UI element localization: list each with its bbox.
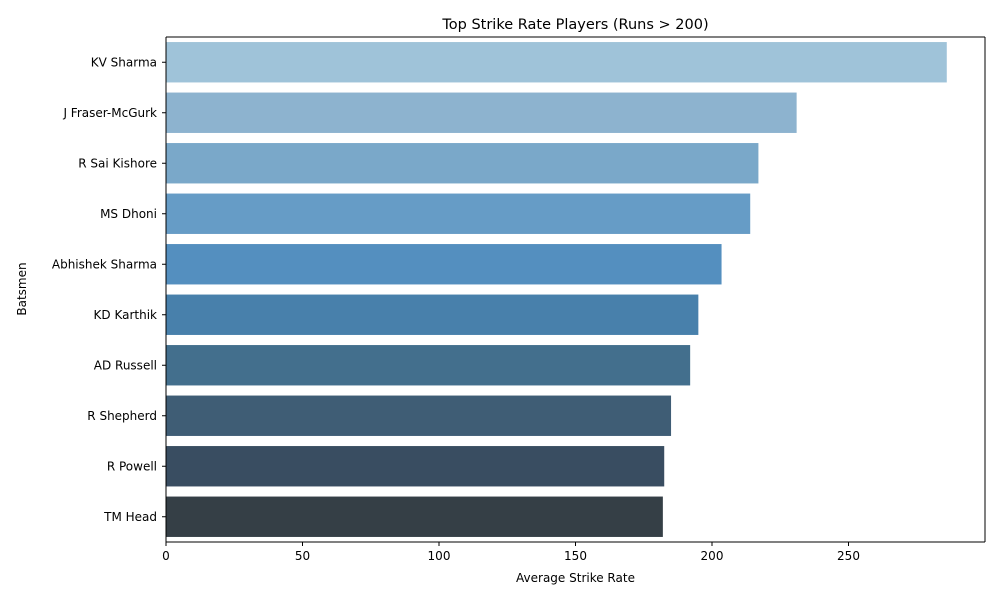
- x-tick-label: 250: [837, 549, 860, 563]
- x-tick-label: 100: [428, 549, 451, 563]
- y-axis-title: Batsmen: [15, 262, 29, 315]
- x-axis-title: Average Strike Rate: [516, 571, 635, 585]
- chart-title: Top Strike Rate Players (Runs > 200): [441, 17, 708, 33]
- y-tick-label: R Shepherd: [87, 409, 157, 423]
- y-tick-label: KD Karthik: [94, 308, 158, 322]
- y-tick-label: R Sai Kishore: [78, 156, 157, 170]
- y-tick-label: J Fraser-McGurk: [62, 106, 157, 120]
- y-tick-label: AD Russell: [94, 358, 157, 372]
- bar-r-powell: [166, 446, 665, 487]
- x-ticks: 0 50 100 150 200 250: [162, 542, 860, 563]
- bar-ad-russell: [166, 345, 691, 386]
- bar-j-fraser-mcgurk: [166, 92, 797, 133]
- bar-ms-dhoni: [166, 193, 751, 234]
- y-tick-label: Abhishek Sharma: [52, 257, 157, 271]
- y-tick-label: R Powell: [107, 459, 157, 473]
- bar-kd-karthik: [166, 294, 699, 335]
- x-tick-label: 150: [564, 549, 587, 563]
- bar-kv-sharma: [166, 42, 947, 83]
- bar-r-shepherd: [166, 395, 672, 436]
- bar-abhishek-sharma: [166, 244, 722, 285]
- x-tick-label: 200: [701, 549, 724, 563]
- bar-r-sai-kishore: [166, 143, 759, 184]
- bars-layer: [166, 42, 947, 537]
- y-tick-label: TM Head: [103, 510, 157, 524]
- y-ticks: KV Sharma J Fraser-McGurk R Sai Kishore MS …: [52, 55, 166, 524]
- x-tick-label: 0: [162, 549, 170, 563]
- x-tick-label: 50: [295, 549, 310, 563]
- y-tick-label: KV Sharma: [91, 55, 157, 69]
- y-tick-label: MS Dhoni: [100, 207, 157, 221]
- bar-tm-head: [166, 496, 663, 537]
